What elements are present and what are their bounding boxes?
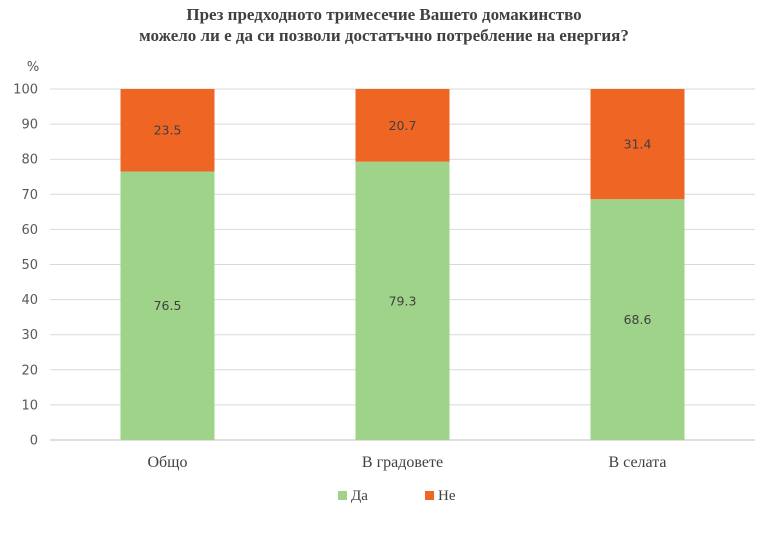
x-category-label: В селата — [608, 454, 666, 471]
legend-swatch-no — [425, 491, 434, 500]
y-tick-label: 0 — [30, 434, 38, 449]
y-tick-label: 90 — [21, 118, 38, 133]
y-axis-unit-label: % — [27, 60, 39, 75]
bar-segment-no — [590, 89, 685, 200]
y-tick-label: 60 — [21, 223, 38, 238]
data-label: 79.3 — [389, 293, 417, 308]
bar-segment-no — [120, 89, 215, 172]
y-tick-label: 70 — [21, 188, 38, 203]
bar-segment-yes — [590, 199, 685, 440]
bar-segment-yes — [355, 161, 450, 441]
x-category-label: Общо — [147, 454, 187, 471]
y-tick-label: 30 — [21, 328, 38, 343]
x-category-label: В градовете — [362, 454, 443, 471]
bar-segment-yes — [120, 171, 215, 441]
y-tick-label: 80 — [21, 153, 38, 168]
data-label: 76.5 — [154, 298, 182, 313]
chart-title-line-2: можело ли е да си позволи достатъчно пот… — [139, 26, 629, 45]
data-label: 20.7 — [389, 118, 417, 133]
y-tick-label: 20 — [21, 363, 38, 378]
data-label: 31.4 — [624, 137, 652, 152]
data-label: 68.6 — [624, 312, 652, 327]
y-tick-label: 100 — [13, 83, 38, 98]
y-tick-label: 10 — [21, 398, 38, 413]
y-tick-label: 40 — [21, 293, 38, 308]
bar-segment-no — [355, 89, 450, 162]
legend-swatch-yes — [338, 491, 347, 500]
legend-label-yes: Да — [351, 488, 368, 504]
chart-title-line-1: През предходното тримесечие Вашето домак… — [186, 5, 582, 24]
y-tick-label: 50 — [21, 258, 38, 273]
data-label: 23.5 — [154, 123, 182, 138]
legend-label-no: Не — [438, 488, 456, 504]
chart-title: През предходното тримесечие Вашето домак… — [0, 4, 768, 46]
